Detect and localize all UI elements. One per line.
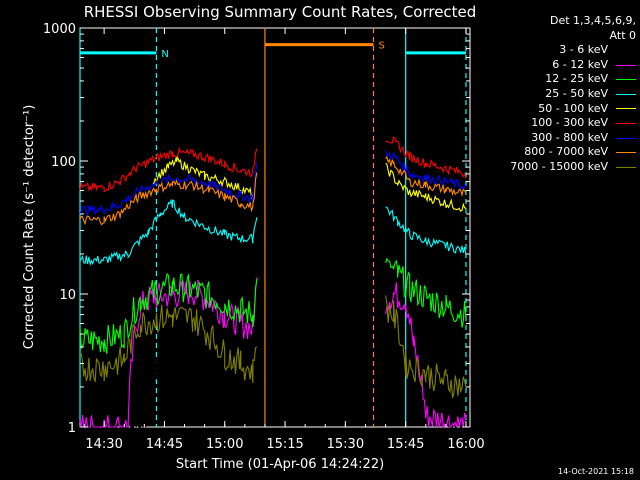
legend-entry-6: 300 - 800 keV: [486, 131, 636, 146]
legend-header-line-1: Det 1,3,4,5,6,9,: [549, 14, 636, 27]
legend-label: 50 - 100 keV: [538, 101, 608, 115]
legend-header-line-2: Att 0: [609, 28, 636, 42]
legend-label: 7000 - 15000 keV: [510, 159, 608, 173]
x-tick-label-5: 15:45: [387, 437, 424, 452]
legend-swatch: [616, 64, 636, 66]
legend-entry-3: 25 - 50 keV: [486, 87, 636, 102]
legend-entry-0: 3 - 6 keV: [486, 43, 636, 58]
flag-label-n: N: [161, 49, 168, 60]
legend-label: 100 - 300 keV: [531, 116, 608, 130]
series-line-3: [79, 198, 258, 267]
series-line-1: [79, 277, 258, 430]
series-line-4: [152, 155, 254, 200]
series-line-2-post: [385, 257, 467, 328]
series-line-7-post: [385, 155, 467, 198]
legend: Det 1,3,4,5,6,9, Att 0 3 - 6 keV 6 - 12 k…: [486, 14, 636, 175]
series-line-5: [79, 146, 258, 193]
series-line-0: [79, 330, 258, 429]
legend-label: 800 - 7000 keV: [524, 145, 608, 159]
legend-entry-4: 50 - 100 keV: [486, 102, 636, 117]
y-axis-label: Corrected Count Rate (s⁻¹ detector⁻¹): [22, 105, 37, 350]
legend-swatch: [616, 122, 636, 124]
legend-swatch: [616, 79, 636, 81]
legend-label: 12 - 25 keV: [545, 72, 608, 86]
plot-frame: [79, 27, 471, 428]
series-line-8: [79, 304, 258, 384]
y-tick-label-0: 1: [68, 421, 76, 436]
y-tick-label-2: 100: [51, 155, 76, 170]
legend-label: 300 - 800 keV: [531, 130, 608, 144]
series-line-6-post: [385, 150, 467, 193]
legend-swatch: [616, 108, 636, 110]
chart-title: RHESSI Observing Summary Count Rates, Co…: [84, 3, 477, 21]
legend-label: 6 - 12 keV: [552, 57, 608, 71]
series-line-6: [79, 162, 258, 216]
series-group: [79, 136, 467, 430]
series-line-2: [79, 272, 258, 354]
x-tick-label-2: 15:00: [206, 437, 243, 452]
x-tick-label-0: 14:30: [85, 437, 122, 452]
legend-label: 25 - 50 keV: [545, 86, 608, 100]
legend-swatch: [616, 152, 636, 154]
x-tick-label-3: 15:15: [266, 437, 303, 452]
legend-swatch: [616, 137, 636, 139]
legend-swatch: [616, 93, 636, 95]
legend-entry-8: 7000 - 15000 keV: [486, 160, 636, 175]
legend-entry-5: 100 - 300 keV: [486, 116, 636, 131]
x-axis-label: Start Time (01-Apr-06 14:24:22): [176, 457, 384, 472]
flag-bars: NS: [80, 41, 466, 60]
series-line-8-post: [385, 295, 467, 398]
x-tick-label-1: 14:45: [146, 437, 183, 452]
legend-entry-1: 6 - 12 keV: [486, 58, 636, 73]
y-tick-label-1: 10: [59, 288, 76, 303]
flag-label-s: S: [379, 41, 385, 52]
legend-swatch: [616, 166, 636, 168]
vertical-markers: [79, 28, 467, 427]
x-tick-label-6: 16:00: [447, 437, 484, 452]
x-tick-label-4: 15:30: [327, 437, 364, 452]
legend-swatch: [616, 49, 636, 51]
series-line-4-post: [385, 162, 467, 212]
legend-entry-2: 12 - 25 keV: [486, 72, 636, 87]
series-line-7: [79, 172, 258, 226]
series-line-1-post: [385, 282, 467, 430]
axes: 14:30 14:45 15:00 15:15 15:30 15:45 16:00 1 10 10…: [43, 22, 485, 452]
series-line-5-post: [385, 136, 467, 179]
y-tick-label-3: 1000: [43, 22, 76, 37]
legend-entry-7: 800 - 7000 keV: [486, 145, 636, 160]
legend-label: 3 - 6 keV: [559, 43, 608, 57]
series-line-3-post: [385, 206, 467, 256]
timestamp: 14-Oct-2021 15:18: [558, 467, 634, 476]
